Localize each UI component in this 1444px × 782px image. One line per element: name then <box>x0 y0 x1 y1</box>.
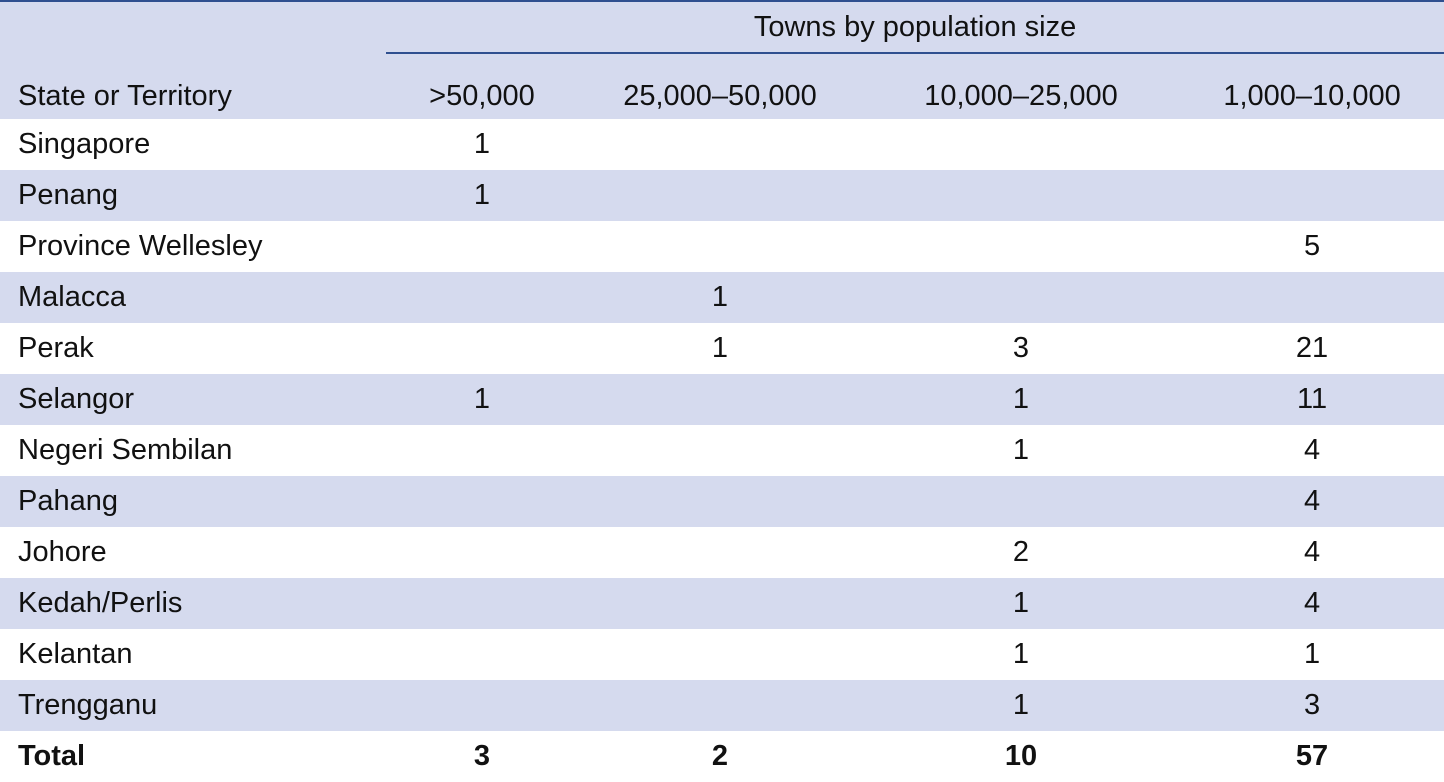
count-cell <box>386 323 578 374</box>
count-cell: 5 <box>1180 221 1444 272</box>
state-name: Province Wellesley <box>0 221 386 272</box>
table-row: Selangor 1 1 11 <box>0 374 1444 425</box>
table-row: Johore 2 4 <box>0 527 1444 578</box>
table-row: Pahang 4 <box>0 476 1444 527</box>
count-cell <box>1180 119 1444 170</box>
count-cell: 4 <box>1180 527 1444 578</box>
column-header: >50,000 <box>386 53 578 119</box>
count-cell: 4 <box>1180 476 1444 527</box>
count-cell <box>578 425 862 476</box>
count-cell: 1 <box>862 680 1180 731</box>
table-row: Kelantan 1 1 <box>0 629 1444 680</box>
state-name: Perak <box>0 323 386 374</box>
table-row: Singapore 1 <box>0 119 1444 170</box>
table-row: Kedah/Perlis 1 4 <box>0 578 1444 629</box>
state-name: Kedah/Perlis <box>0 578 386 629</box>
count-cell: 1 <box>1180 629 1444 680</box>
state-name: Malacca <box>0 272 386 323</box>
count-cell: 1 <box>862 629 1180 680</box>
count-cell <box>578 221 862 272</box>
column-group-header: Towns by population size <box>386 2 1444 54</box>
count-cell <box>578 680 862 731</box>
count-cell: 1 <box>578 323 862 374</box>
count-cell <box>386 476 578 527</box>
count-cell: 1 <box>862 425 1180 476</box>
count-cell <box>862 272 1180 323</box>
count-cell <box>386 527 578 578</box>
count-cell: 4 <box>1180 578 1444 629</box>
count-cell: 1 <box>862 374 1180 425</box>
total-cell: 10 <box>862 731 1180 782</box>
count-cell <box>578 476 862 527</box>
count-cell <box>386 221 578 272</box>
count-cell <box>578 527 862 578</box>
state-name: Negeri Sembilan <box>0 425 386 476</box>
total-cell: 3 <box>386 731 578 782</box>
count-cell <box>578 578 862 629</box>
count-cell: 2 <box>862 527 1180 578</box>
state-name: Penang <box>0 170 386 221</box>
count-cell <box>1180 170 1444 221</box>
table-row: Penang 1 <box>0 170 1444 221</box>
column-header: 25,000–50,000 <box>578 53 862 119</box>
count-cell <box>578 374 862 425</box>
table-row: Perak 1 3 21 <box>0 323 1444 374</box>
count-cell <box>862 476 1180 527</box>
header-empty-cell <box>0 2 386 53</box>
header-row-spanner: Towns by population size <box>0 2 1444 54</box>
count-cell: 1 <box>578 272 862 323</box>
count-cell <box>386 272 578 323</box>
count-cell <box>386 425 578 476</box>
count-cell: 3 <box>1180 680 1444 731</box>
state-name: Kelantan <box>0 629 386 680</box>
state-name: Pahang <box>0 476 386 527</box>
count-cell <box>386 629 578 680</box>
state-name: Johore <box>0 527 386 578</box>
table-row: Province Wellesley 5 <box>0 221 1444 272</box>
count-cell <box>862 170 1180 221</box>
count-cell: 1 <box>862 578 1180 629</box>
row-label-header: State or Territory <box>0 53 386 119</box>
total-cell: 57 <box>1180 731 1444 782</box>
table-row: Negeri Sembilan 1 4 <box>0 425 1444 476</box>
total-label: Total <box>0 731 386 782</box>
count-cell <box>386 578 578 629</box>
table-row: Trengganu 1 3 <box>0 680 1444 731</box>
count-cell: 4 <box>1180 425 1444 476</box>
count-cell <box>1180 272 1444 323</box>
count-cell <box>386 680 578 731</box>
count-cell: 1 <box>386 119 578 170</box>
count-cell: 1 <box>386 374 578 425</box>
count-cell: 21 <box>1180 323 1444 374</box>
count-cell <box>862 119 1180 170</box>
count-cell: 11 <box>1180 374 1444 425</box>
header-row-columns: State or Territory >50,000 25,000–50,000… <box>0 53 1444 119</box>
total-cell: 2 <box>578 731 862 782</box>
count-cell: 1 <box>386 170 578 221</box>
column-header: 10,000–25,000 <box>862 53 1180 119</box>
count-cell <box>578 170 862 221</box>
state-name: Selangor <box>0 374 386 425</box>
count-cell <box>862 221 1180 272</box>
state-name: Singapore <box>0 119 386 170</box>
count-cell <box>578 119 862 170</box>
total-row: Total 3 2 10 57 <box>0 731 1444 782</box>
count-cell: 3 <box>862 323 1180 374</box>
table-row: Malacca 1 <box>0 272 1444 323</box>
column-header: 1,000–10,000 <box>1180 53 1444 119</box>
count-cell <box>578 629 862 680</box>
state-name: Trengganu <box>0 680 386 731</box>
